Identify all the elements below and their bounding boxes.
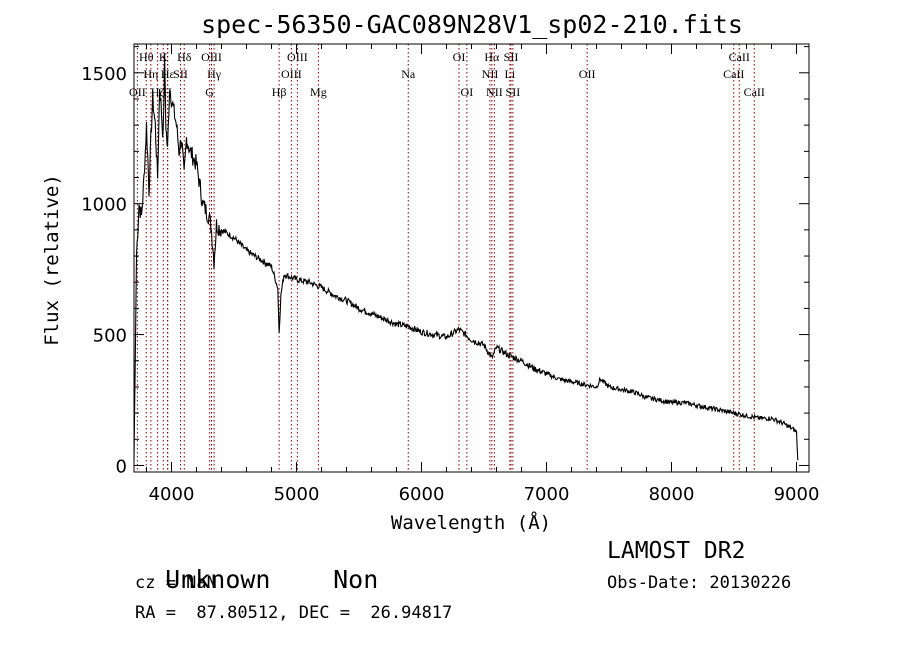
line-label: Hβ xyxy=(272,85,287,99)
y-tick-label: 1000 xyxy=(81,195,127,216)
line-label: OI xyxy=(461,85,474,99)
class-value: Unknown xyxy=(165,565,271,594)
spectrum-series xyxy=(133,52,799,461)
x-tick-label: 7000 xyxy=(524,484,570,505)
spectral-lines: OIIHθHηKHζHHεSIIHδOIIIHγGHβOIIIOIIIMgNaO… xyxy=(129,44,765,472)
line-label: NII xyxy=(482,67,499,81)
line-label: Li xyxy=(505,67,516,81)
coordinates-text: RA = 87.80512, DEC = 26.94817 xyxy=(135,603,453,623)
line-label: SII xyxy=(173,67,188,81)
line-label: OIII xyxy=(281,67,302,81)
line-label: OIII xyxy=(287,50,308,64)
line-label: Hα xyxy=(484,50,500,64)
line-label: Na xyxy=(401,67,416,81)
x-axis-label: Wavelength (Å) xyxy=(391,511,551,534)
y-axis-label: Flux (relative) xyxy=(41,174,63,346)
line-label: SII xyxy=(506,85,521,99)
x-tick-label: 5000 xyxy=(274,484,320,505)
y-tick-label: 500 xyxy=(93,326,127,347)
y-tick-label: 0 xyxy=(116,456,127,477)
x-tick-label: 9000 xyxy=(774,484,820,505)
x-tick-label: 8000 xyxy=(649,484,695,505)
line-label: CaII xyxy=(729,50,750,64)
line-label: SII xyxy=(504,50,519,64)
line-label: CaII xyxy=(723,67,744,81)
line-label: OII xyxy=(129,85,146,99)
y-tick-label: 1500 xyxy=(81,64,127,85)
line-label: Hζ xyxy=(151,85,165,99)
line-label: Mg xyxy=(310,85,327,99)
obs-date: Obs-Date: 20130226 xyxy=(607,573,792,593)
line-label: Hγ xyxy=(207,67,222,81)
line-label: CaII xyxy=(744,85,765,99)
subclass-value: Non xyxy=(333,565,379,594)
line-label: G xyxy=(205,85,214,99)
survey-name: LAMOST DR2 xyxy=(607,538,746,564)
object-class: Unknown xyxy=(135,536,270,594)
spectrum-line xyxy=(133,52,799,461)
x-tick-label: 6000 xyxy=(399,484,445,505)
line-label: OIII xyxy=(201,50,222,64)
line-label: NII xyxy=(486,85,503,99)
line-label: OI xyxy=(453,50,466,64)
chart-title: spec-56350-GAC089N28V1_sp02-210.fits xyxy=(201,10,743,39)
line-label: Hθ xyxy=(139,50,154,64)
line-label: Hη xyxy=(143,67,158,81)
axis-ticks: 4000 5000 6000 7000 8000 9000 0 500 1000 1500 xyxy=(81,44,819,505)
object-subclass: Non xyxy=(303,536,378,594)
x-tick-label: 4000 xyxy=(149,484,195,505)
line-label: Hδ xyxy=(177,50,192,64)
line-label: K xyxy=(159,50,168,64)
redshift-text: cz = NaN xyxy=(135,573,217,593)
line-label: OII xyxy=(579,67,596,81)
